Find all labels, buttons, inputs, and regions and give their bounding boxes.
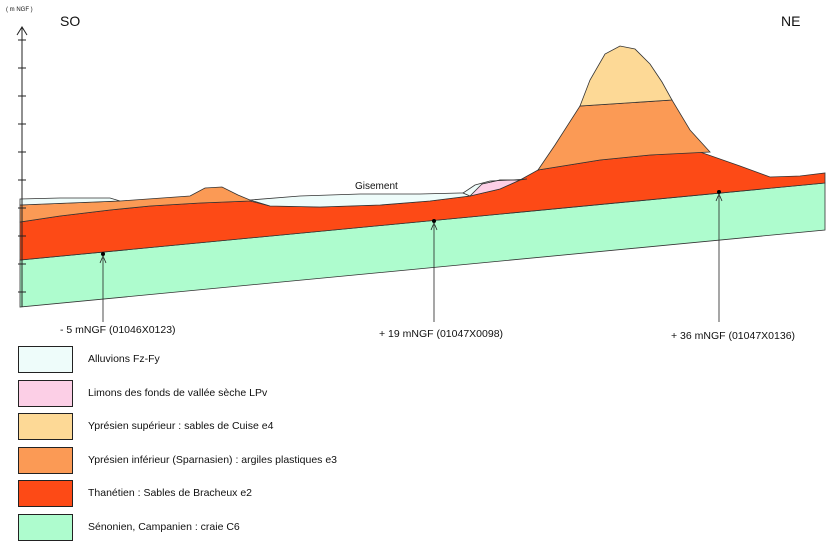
borehole-label-3: + 36 mNGF (01047X0136) <box>671 330 795 342</box>
orientation-so: SO <box>60 13 80 29</box>
borehole-label-1: - 5 mNGF (01046X0123) <box>60 324 176 336</box>
borehole-label-2: + 19 mNGF (01047X0098) <box>379 328 503 340</box>
y-axis-ticks <box>18 39 26 293</box>
legend-swatch <box>18 380 73 407</box>
layer-ypresien-inferieur-e3-hill <box>537 99 711 171</box>
legend-item-limons: Limons des fonds de vallée sèche LPv <box>18 380 718 412</box>
legend-swatch <box>18 514 73 541</box>
axis-unit-label: ( m NGF ) <box>6 7 33 13</box>
legend-label: Sénonien, Campanien : craie C6 <box>88 521 240 533</box>
legend-item-senonien: Sénonien, Campanien : craie C6 <box>18 514 718 546</box>
y-axis-arrow-icon <box>16 26 28 36</box>
layer-ypresien-inferieur-e3-left <box>19 186 251 223</box>
legend-swatch <box>18 447 73 474</box>
legend-label: Alluvions Fz-Fy <box>88 353 160 365</box>
orientation-ne: NE <box>781 13 800 29</box>
legend-item-thanetien: Thanétien : Sables de Bracheux e2 <box>18 480 718 512</box>
legend-item-alluvions: Alluvions Fz-Fy <box>18 346 718 378</box>
legend-label: Limons des fonds de vallée sèche LPv <box>88 387 268 399</box>
layer-ypresien-superieur-e4 <box>579 45 673 107</box>
borehole-marker-2 <box>430 219 438 322</box>
legend-item-ypresien-inferieur: Yprésien inférieur (Sparnasien) : argile… <box>18 447 718 479</box>
borehole-marker-3 <box>715 190 723 322</box>
borehole-marker-1 <box>99 252 107 322</box>
legend-swatch <box>18 346 73 373</box>
legend-swatch <box>18 480 73 507</box>
legend-label: Yprésien inférieur (Sparnasien) : argile… <box>88 454 338 466</box>
legend-label: Yprésien supérieur : sables de Cuise e4 <box>88 420 274 432</box>
legend-label: Thanétien : Sables de Bracheux e2 <box>88 487 253 499</box>
legend-swatch <box>18 413 73 440</box>
legend-item-ypresien-superieur: Yprésien supérieur : sables de Cuise e4 <box>18 413 718 445</box>
gisement-label: Gisement <box>355 181 398 192</box>
layer-alluvions-fz-fy <box>19 178 528 208</box>
